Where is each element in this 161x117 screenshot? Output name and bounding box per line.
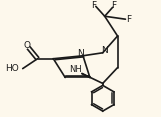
- Text: NH: NH: [69, 65, 81, 74]
- Text: F: F: [111, 1, 116, 10]
- Text: N: N: [101, 46, 108, 55]
- Text: F: F: [126, 15, 131, 24]
- Text: F: F: [91, 1, 96, 10]
- Text: O: O: [23, 41, 30, 50]
- Text: HO: HO: [5, 64, 19, 73]
- Text: N: N: [77, 49, 83, 58]
